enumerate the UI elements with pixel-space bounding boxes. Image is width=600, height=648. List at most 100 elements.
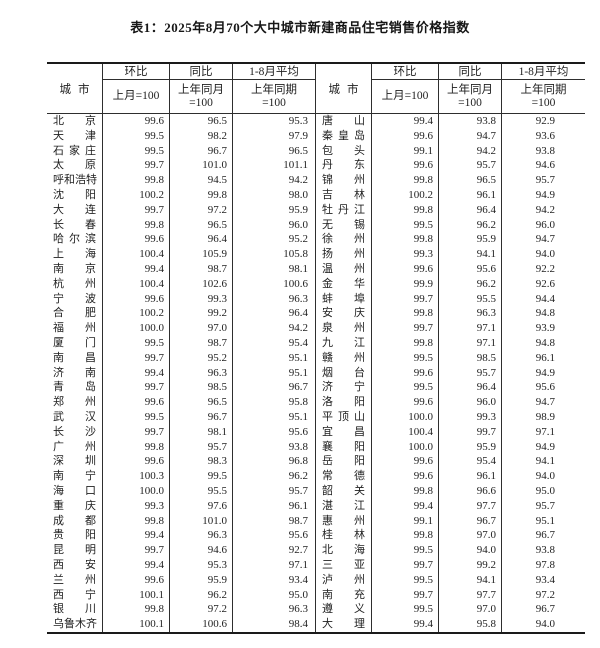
mom-value: 99.4 xyxy=(103,528,170,544)
mom-value: 99.8 xyxy=(103,602,170,618)
table-row: 烟台 99.6 95.7 94.9 xyxy=(316,365,585,381)
avg-value: 95.6 xyxy=(233,528,316,544)
mom-value: 99.7 xyxy=(372,291,439,307)
yoy-value: 97.0 xyxy=(439,602,502,618)
mom-value: 99.8 xyxy=(372,335,439,351)
city-name: 九江 xyxy=(316,335,372,351)
table-row: 秦皇岛 99.6 94.7 93.6 xyxy=(316,128,585,144)
table-row: 太原 99.7 101.0 101.1 xyxy=(47,158,316,174)
yoy-value: 99.7 xyxy=(439,424,502,440)
avg-value: 95.1 xyxy=(233,409,316,425)
table-row: 韶关 99.8 96.6 95.0 xyxy=(316,483,585,499)
table-row: 石家庄 99.5 96.7 96.5 xyxy=(47,143,316,159)
table-row: 包头 99.1 94.2 93.8 xyxy=(316,143,585,159)
avg-value: 94.9 xyxy=(535,366,555,379)
yoy-value: 98.7 xyxy=(170,261,233,277)
mom-value: 99.6 xyxy=(372,261,439,277)
table-row: 平顶山 100.0 99.3 98.9 xyxy=(316,409,585,425)
table-row: 岳阳 99.6 95.4 94.1 xyxy=(316,454,585,470)
avg-value: 95.6 xyxy=(233,424,316,440)
city-name: 北海 xyxy=(316,543,372,558)
city-name: 海口 xyxy=(47,483,103,499)
city-name: 济宁 xyxy=(316,380,372,396)
table-row: 大理 99.4 95.8 94.0 xyxy=(316,617,585,632)
yoy-value: 99.8 xyxy=(170,187,233,203)
mom-value: 99.7 xyxy=(103,380,170,396)
avg-value: 94.1 xyxy=(535,455,555,468)
table-row: 大连 99.7 97.2 95.9 xyxy=(47,202,316,218)
city-name: 唐山 xyxy=(316,114,372,129)
yoy-value: 96.4 xyxy=(439,202,502,218)
avg-value: 96.7 xyxy=(535,603,555,616)
avg-value: 94.7 xyxy=(535,396,555,409)
avg-value: 95.2 xyxy=(233,232,316,248)
mom-value: 99.1 xyxy=(372,143,439,159)
avg-value: 94.2 xyxy=(535,203,555,216)
avg-value: 96.8 xyxy=(233,454,316,470)
mom-value: 99.7 xyxy=(103,543,170,558)
mom-value: 99.6 xyxy=(103,114,170,129)
city-name: 丹东 xyxy=(316,158,372,174)
city-name: 重庆 xyxy=(47,498,103,514)
city-name: 韶关 xyxy=(316,483,372,499)
city-name: 扬州 xyxy=(316,247,372,262)
city-name: 上海 xyxy=(47,247,103,262)
city-name: 泸州 xyxy=(316,572,372,588)
table-row: 扬州 99.3 94.1 94.0 xyxy=(316,247,585,262)
yoy-value: 96.7 xyxy=(170,409,233,425)
yoy-value: 99.3 xyxy=(439,409,502,425)
city-name: 包头 xyxy=(316,143,372,159)
mom-value: 99.6 xyxy=(372,128,439,144)
avg-value: 94.0 xyxy=(535,248,555,261)
avg-value: 94.2 xyxy=(233,321,316,336)
table-row: 厦门 99.5 98.7 95.4 xyxy=(47,335,316,351)
yoy-value: 95.7 xyxy=(439,365,502,381)
yoy-value: 96.7 xyxy=(439,513,502,529)
yoy-value: 93.8 xyxy=(439,114,502,129)
city-name: 呼和浩特 xyxy=(47,173,103,188)
yoy-value: 98.5 xyxy=(439,350,502,366)
table-row: 杭州 100.4 102.6 100.6 xyxy=(47,276,316,292)
table-row: 宜昌 100.4 99.7 97.1 xyxy=(316,424,585,440)
yoy-value: 96.5 xyxy=(170,217,233,233)
avg-value: 92.7 xyxy=(233,543,316,558)
yoy-value: 94.2 xyxy=(439,143,502,159)
table-row: 宁波 99.6 99.3 96.3 xyxy=(47,291,316,307)
mom-value: 99.6 xyxy=(372,365,439,381)
table-row: 南京 99.4 98.7 98.1 xyxy=(47,261,316,277)
yoy-value: 96.4 xyxy=(170,232,233,248)
city-name: 西宁 xyxy=(47,587,103,603)
table-row: 长沙 99.7 98.1 95.6 xyxy=(47,424,316,440)
table-row: 九江 99.8 97.1 94.8 xyxy=(316,335,585,351)
yoy-value: 96.6 xyxy=(439,483,502,499)
city-name: 长沙 xyxy=(47,424,103,440)
city-name: 青岛 xyxy=(47,380,103,396)
yoy-value: 97.1 xyxy=(439,335,502,351)
table-body-left: 北京 99.6 96.5 95.3 天津 99.5 98.2 97.9 石家庄 99.5 96.7 9… xyxy=(47,114,316,632)
table-row: 哈尔滨 99.6 96.4 95.2 xyxy=(47,232,316,248)
avg-value: 93.8 xyxy=(535,144,555,157)
header-city: 城市 xyxy=(316,64,372,113)
avg-value: 98.1 xyxy=(233,261,316,277)
city-name: 常德 xyxy=(316,469,372,484)
city-name: 长春 xyxy=(47,217,103,233)
yoy-value: 96.7 xyxy=(170,143,233,159)
avg-value: 101.1 xyxy=(233,158,316,174)
avg-value: 96.0 xyxy=(535,218,555,231)
city-name: 哈尔滨 xyxy=(47,232,103,248)
avg-value: 94.9 xyxy=(535,188,555,201)
mom-value: 100.0 xyxy=(372,439,439,455)
mom-value: 99.8 xyxy=(372,173,439,188)
city-name: 厦门 xyxy=(47,335,103,351)
table-row: 遵义 99.5 97.0 96.7 xyxy=(316,602,585,618)
table-row: 合肥 100.2 99.2 96.4 xyxy=(47,306,316,322)
table-row: 桂林 99.8 97.0 96.7 xyxy=(316,528,585,544)
avg-value: 94.6 xyxy=(535,159,555,172)
table-row: 沈阳 100.2 99.8 98.0 xyxy=(47,187,316,203)
table-row: 锦州 99.8 96.5 95.7 xyxy=(316,173,585,188)
header-city: 城市 xyxy=(47,64,103,113)
table-row: 牡丹江 99.8 96.4 94.2 xyxy=(316,202,585,218)
table-row: 长春 99.8 96.5 96.0 xyxy=(47,217,316,233)
avg-value: 96.1 xyxy=(233,498,316,514)
avg-value: 93.9 xyxy=(535,322,555,335)
